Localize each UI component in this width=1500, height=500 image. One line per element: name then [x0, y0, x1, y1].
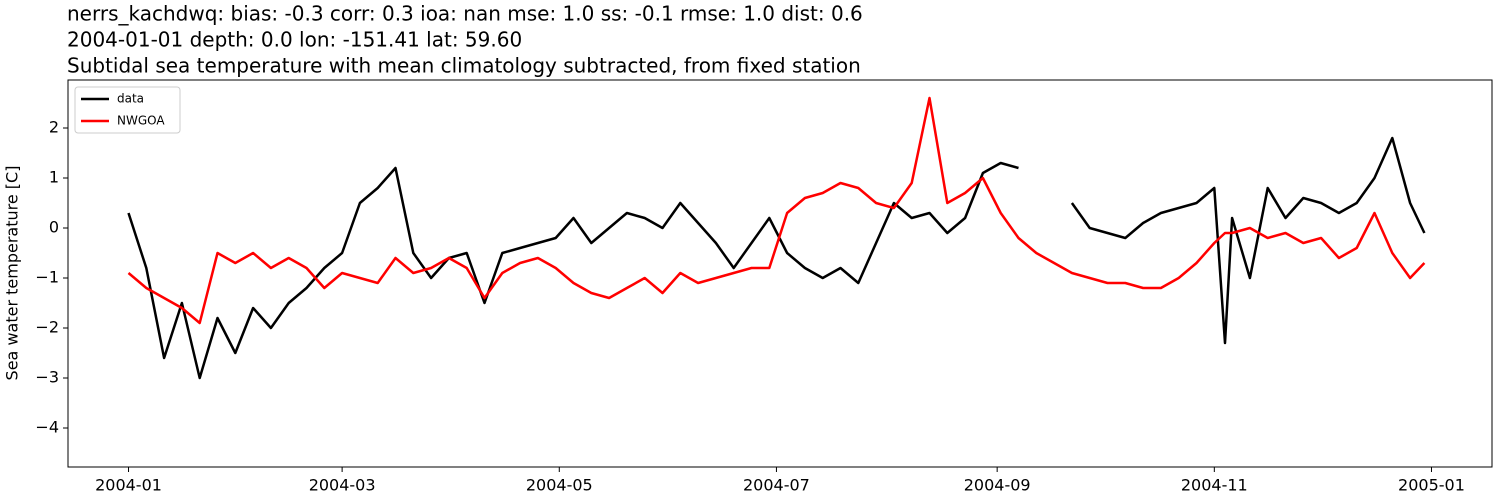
y-tick-label: −4 [35, 418, 59, 437]
chart-title: 2004-01-01 depth: 0.0 lon: -151.41 lat: … [67, 28, 522, 52]
x-tick-label: 2004-01 [95, 476, 162, 495]
y-axis-label: Sea water temperature [C] [3, 166, 22, 381]
x-tick-label: 2005-01 [1398, 476, 1465, 495]
y-tick-label: 0 [49, 218, 59, 237]
x-tick-label: 2004-09 [964, 476, 1031, 495]
series-line [127, 96, 1426, 325]
y-tick-label: 1 [49, 168, 59, 187]
chart-title: nerrs_kachdwq: bias: -0.3 corr: 0.3 ioa:… [67, 2, 863, 26]
plot-frame [67, 79, 1493, 468]
y-tick-label: −1 [35, 268, 59, 287]
y-tick-label: −3 [35, 368, 59, 387]
legend-label: data [117, 92, 144, 106]
chart-title: Subtidal sea temperature with mean clima… [67, 54, 861, 78]
x-tick-label: 2004-07 [743, 476, 810, 495]
x-tick-label: 2004-05 [526, 476, 593, 495]
x-tick-label: 2004-03 [309, 476, 376, 495]
y-tick-label: 2 [49, 118, 59, 137]
x-tick-label: 2004-11 [1181, 476, 1248, 495]
legend-label: NWGOA [117, 114, 165, 128]
series-line [127, 136, 1426, 380]
y-tick-label: −2 [35, 318, 59, 337]
